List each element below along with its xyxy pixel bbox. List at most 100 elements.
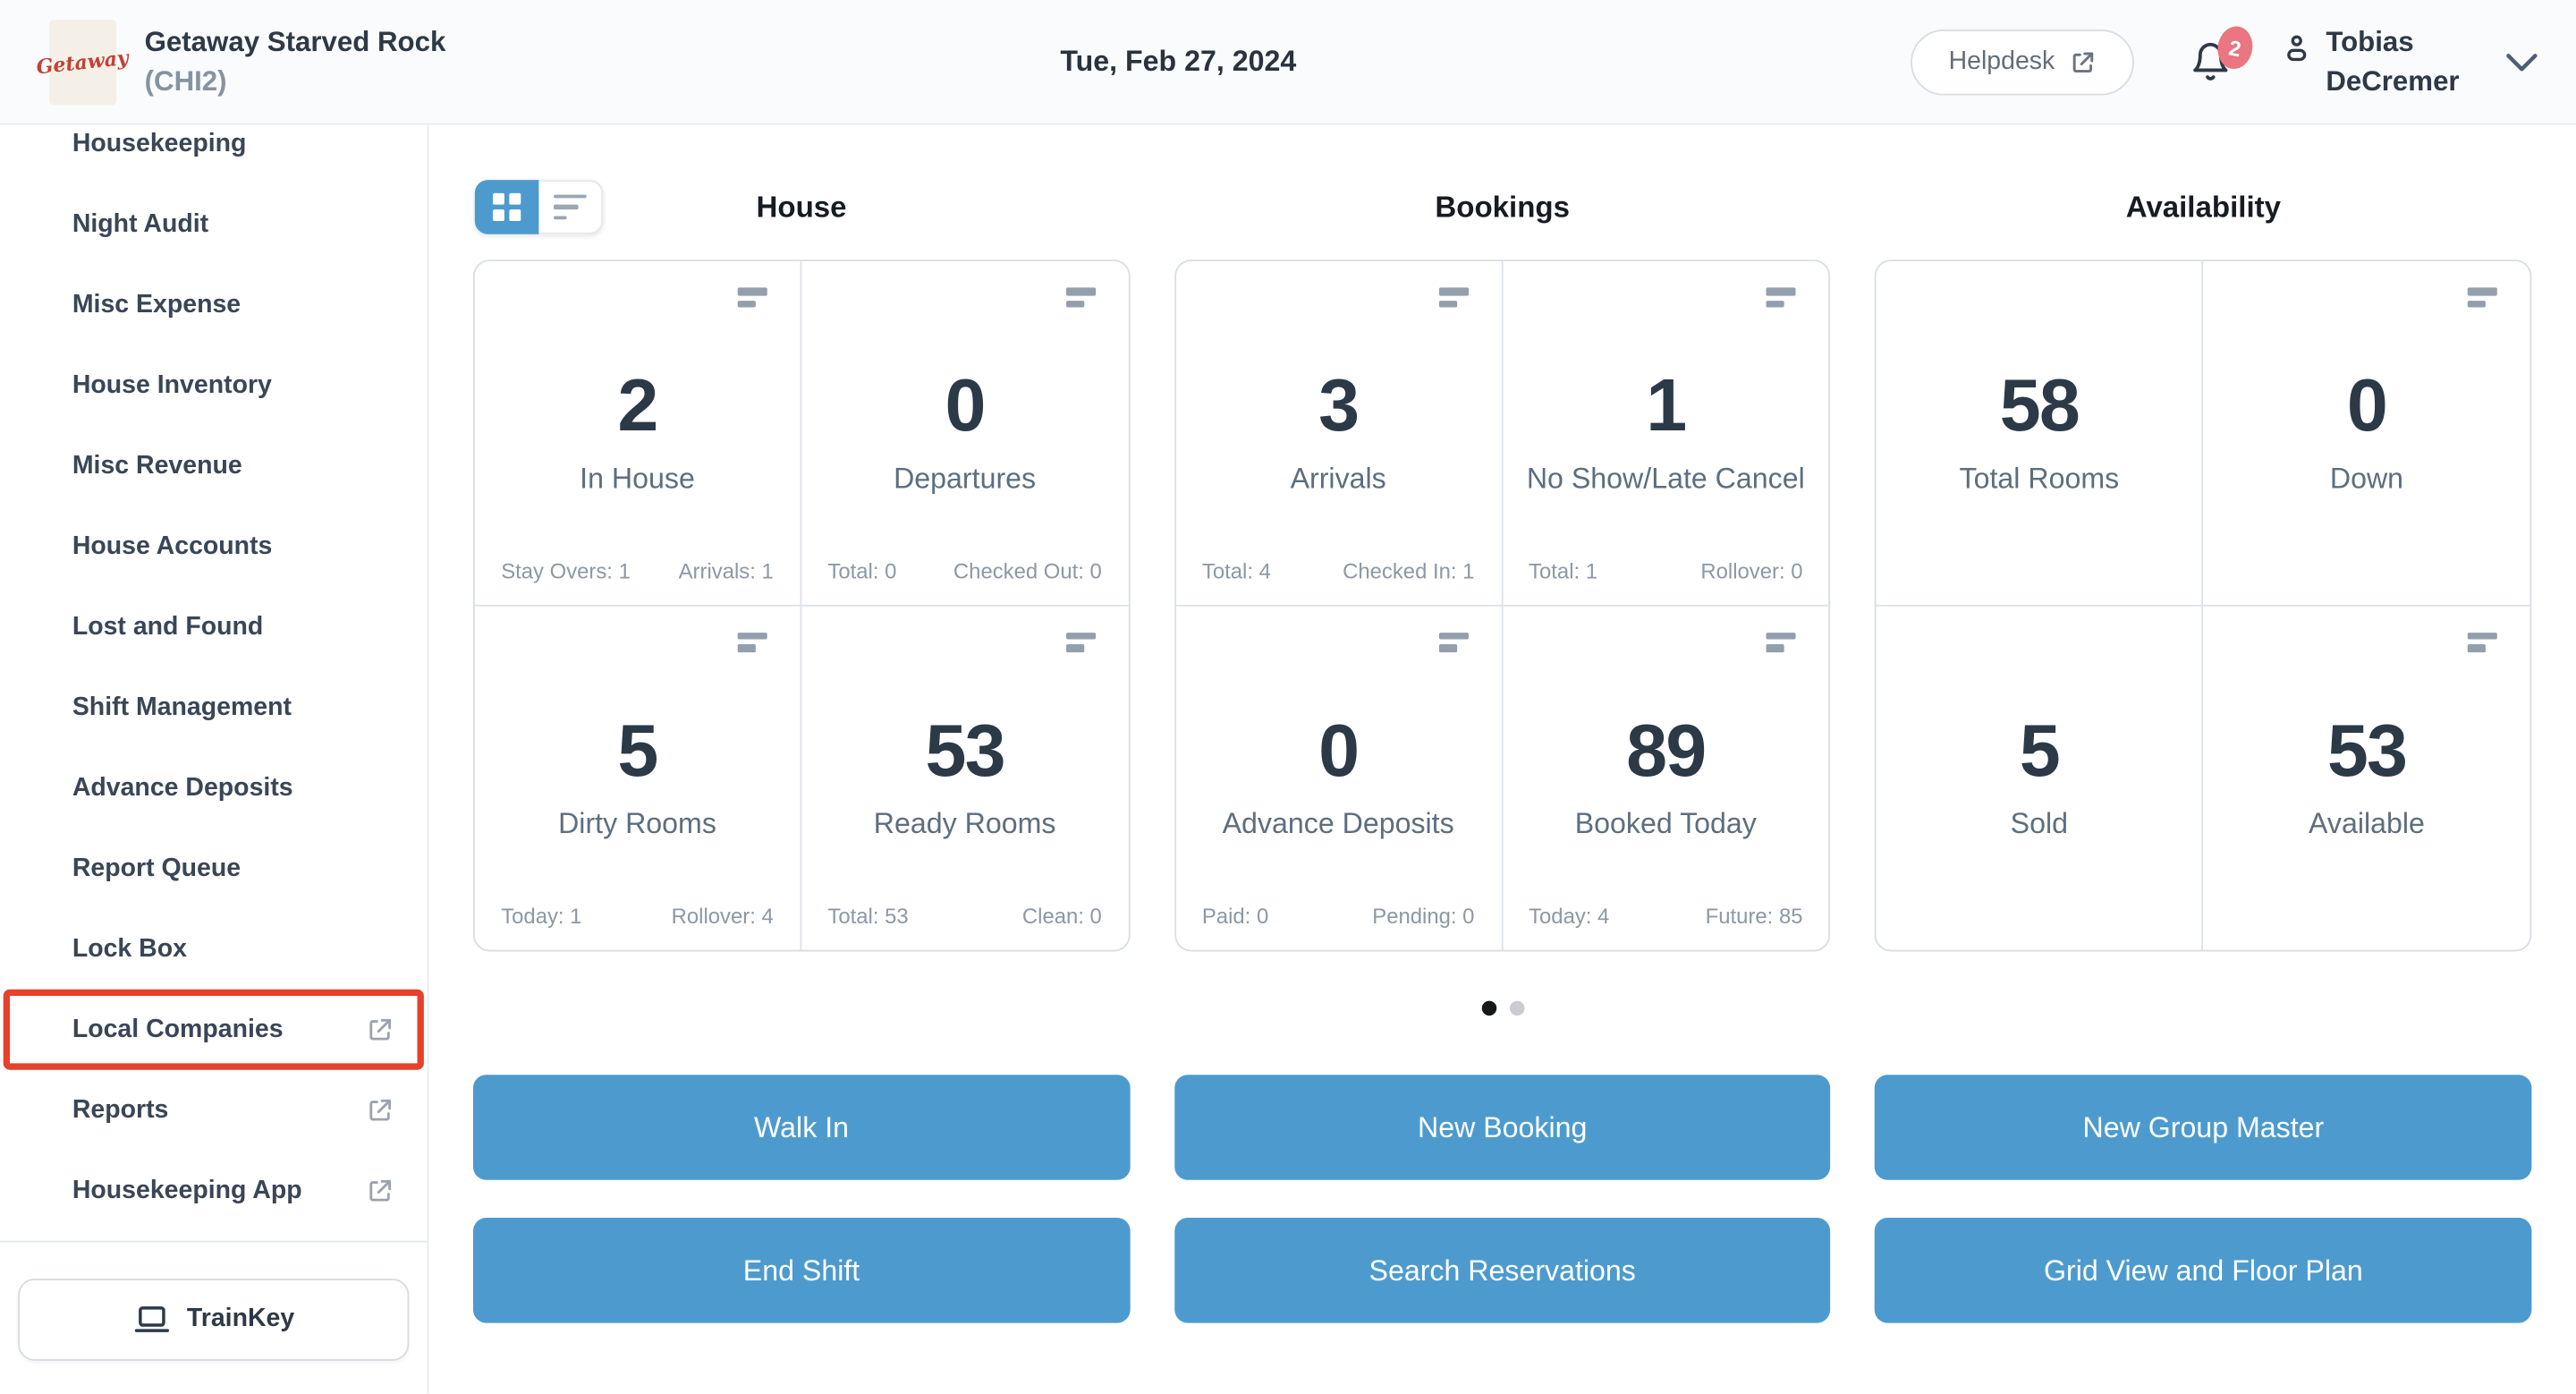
user-name: Tobias DeCremer — [2326, 22, 2459, 101]
sidebar-item-night-audit[interactable]: Night Audit — [0, 184, 428, 265]
card-stat-right: Clean: 0 — [1021, 904, 1102, 929]
sidebar-item-label: Misc Revenue — [72, 451, 242, 480]
card-down[interactable]: 0 Down — [2203, 261, 2530, 606]
card-menu-icon[interactable] — [737, 632, 767, 652]
card-menu-icon[interactable] — [2467, 287, 2497, 308]
card-no-show-late-cancel[interactable]: 1 No Show/Late Cancel Total: 1 Rollover:… — [1502, 261, 1829, 606]
grid-view-floor-plan-button[interactable]: Grid View and Floor Plan — [1875, 1218, 2532, 1323]
card-stats: Total: 0 Checked Out: 0 — [827, 558, 1101, 583]
end-shift-button[interactable]: End Shift — [472, 1218, 1131, 1323]
sidebar-item-label: Local Companies — [72, 1015, 284, 1043]
external-link-icon — [2070, 48, 2096, 74]
sidebar-item-house-inventory[interactable]: House Inventory — [0, 345, 428, 426]
sidebar-item-lost-and-found[interactable]: Lost and Found — [0, 587, 428, 667]
sidebar-item-misc-revenue[interactable]: Misc Revenue — [0, 426, 428, 506]
card-label: Dirty Rooms — [558, 805, 716, 839]
section-title-label: House — [756, 190, 847, 223]
grid-view-icon — [493, 192, 521, 222]
sidebar-item-label: Advance Deposits — [72, 773, 293, 802]
notifications-button[interactable]: 2 — [2190, 23, 2256, 82]
card-value: 58 — [1999, 362, 2080, 447]
trainkey-button[interactable]: TrainKey — [18, 1278, 410, 1361]
sidebar-bottom: TrainKey — [0, 1240, 428, 1394]
card-label: Advance Deposits — [1222, 805, 1454, 839]
walk-in-button[interactable]: Walk In — [472, 1075, 1131, 1180]
card-menu-icon[interactable] — [1438, 632, 1469, 652]
user-menu[interactable]: Tobias DeCremer — [2280, 22, 2460, 101]
section-title-availability: Availability — [1875, 190, 2531, 225]
new-group-master-button[interactable]: New Group Master — [1875, 1075, 2532, 1180]
card-stat-left: Paid: 0 — [1201, 904, 1269, 929]
sidebar-item-housekeeping[interactable]: Housekeeping — [0, 125, 428, 184]
card-value: 5 — [2019, 707, 2061, 792]
card-ready-rooms[interactable]: 53 Ready Rooms Total: 53 Clean: 0 — [801, 606, 1128, 950]
card-menu-icon[interactable] — [1065, 632, 1096, 652]
card-departures[interactable]: 0 Departures Total: 0 Checked Out: 0 — [801, 261, 1129, 606]
pagination-dot-1[interactable] — [1480, 1000, 1496, 1016]
pagination-dot-2[interactable] — [1509, 1000, 1524, 1016]
sidebar-item-report-queue[interactable]: Report Queue — [0, 829, 428, 909]
sidebar-item-misc-expense[interactable]: Misc Expense — [0, 265, 428, 345]
card-stat-right: Rollover: 4 — [671, 904, 774, 929]
card-menu-icon[interactable] — [2467, 632, 2497, 652]
chevron-down-icon[interactable] — [2505, 52, 2538, 72]
section-title-house: House — [473, 180, 1130, 234]
new-booking-button[interactable]: New Booking — [1174, 1075, 1831, 1180]
grid-view-button[interactable] — [474, 180, 539, 234]
sidebar-item-reports[interactable]: Reports — [0, 1070, 428, 1151]
card-dirty-rooms[interactable]: 5 Dirty Rooms Today: 1 Rollover: 4 — [475, 605, 802, 950]
current-date: Tue, Feb 27, 2024 — [1060, 44, 1297, 78]
helpdesk-button[interactable]: Helpdesk — [1911, 29, 2134, 95]
section-title-bookings: Bookings — [1174, 190, 1831, 225]
brand-logo-text: Getaway — [36, 45, 131, 79]
card-booked-today[interactable]: 89 Booked Today Today: 4 Future: 85 — [1503, 606, 1829, 950]
card-in-house[interactable]: 2 In House Stay Overs: 1 Arrivals: 1 — [474, 261, 802, 606]
sidebar-menu: Housekeeping Night Audit Misc Expense Ho… — [0, 125, 428, 1241]
card-menu-icon[interactable] — [1438, 287, 1469, 308]
sidebar-item-local-companies[interactable]: Local Companies — [0, 989, 428, 1070]
card-label: Departures — [894, 462, 1037, 495]
sidebar-item-housekeeping-app[interactable]: Housekeeping App — [0, 1151, 428, 1231]
card-menu-icon[interactable] — [737, 287, 767, 308]
card-advance-deposits[interactable]: 0 Advance Deposits Paid: 0 Pending: 0 — [1175, 605, 1503, 950]
laptop-icon — [132, 1305, 170, 1334]
sidebar-item-shift-management[interactable]: Shift Management — [0, 667, 428, 748]
section-titles: House Bookings Availability — [473, 177, 2531, 236]
brand-logo: Getaway — [36, 19, 131, 105]
card-label: Down — [2329, 462, 2404, 495]
card-value: 3 — [1318, 362, 1360, 447]
card-stats: Total: 1 Rollover: 0 — [1529, 558, 1802, 583]
card-stats: Total: 4 Checked In: 1 — [1202, 558, 1475, 583]
card-label: No Show/Late Cancel — [1526, 462, 1805, 495]
card-stat-left: Stay Overs: 1 — [501, 557, 631, 583]
sidebar-item-house-accounts[interactable]: House Accounts — [0, 506, 428, 587]
card-menu-icon[interactable] — [1767, 287, 1797, 308]
sidebar-item-advance-deposits[interactable]: Advance Deposits — [0, 748, 428, 829]
sidebar-item-label: Shift Management — [72, 693, 292, 721]
sidebar-item-label: Lock Box — [72, 934, 187, 963]
card-stats: Stay Overs: 1 Arrivals: 1 — [501, 558, 774, 583]
sidebar-item-lock-box[interactable]: Lock Box — [0, 909, 428, 990]
availability-panel: 58 Total Rooms 0 Down 5 Sold 53 — [1875, 259, 2532, 952]
card-sold[interactable]: 5 Sold — [1877, 605, 2204, 950]
card-stat-left: Total: 4 — [1201, 557, 1271, 583]
card-arrivals[interactable]: 3 Arrivals Total: 4 Checked In: 1 — [1175, 261, 1503, 606]
main-content: House Bookings Availability 2 In House S… — [428, 124, 2576, 1394]
card-stat-right: Rollover: 0 — [1700, 557, 1803, 583]
card-stat-right: Future: 85 — [1705, 904, 1803, 929]
card-value: 1 — [1646, 362, 1687, 447]
card-menu-icon[interactable] — [1065, 287, 1096, 308]
card-stat-right: Pending: 0 — [1372, 904, 1475, 929]
sidebar-item-label: Night Audit — [72, 209, 209, 238]
external-link-icon — [367, 1177, 394, 1204]
card-available[interactable]: 53 Available — [2203, 606, 2529, 950]
card-menu-icon[interactable] — [1767, 632, 1797, 652]
card-total-rooms[interactable]: 58 Total Rooms — [1877, 261, 2204, 606]
helpdesk-label: Helpdesk — [1948, 47, 2055, 75]
sidebar-item-label: Reports — [72, 1095, 169, 1124]
search-reservations-button[interactable]: Search Reservations — [1174, 1218, 1831, 1323]
house-panel: 2 In House Stay Overs: 1 Arrivals: 1 0 D… — [472, 259, 1131, 952]
card-stat-left: Total: 0 — [827, 557, 897, 583]
list-view-button[interactable] — [538, 180, 604, 234]
